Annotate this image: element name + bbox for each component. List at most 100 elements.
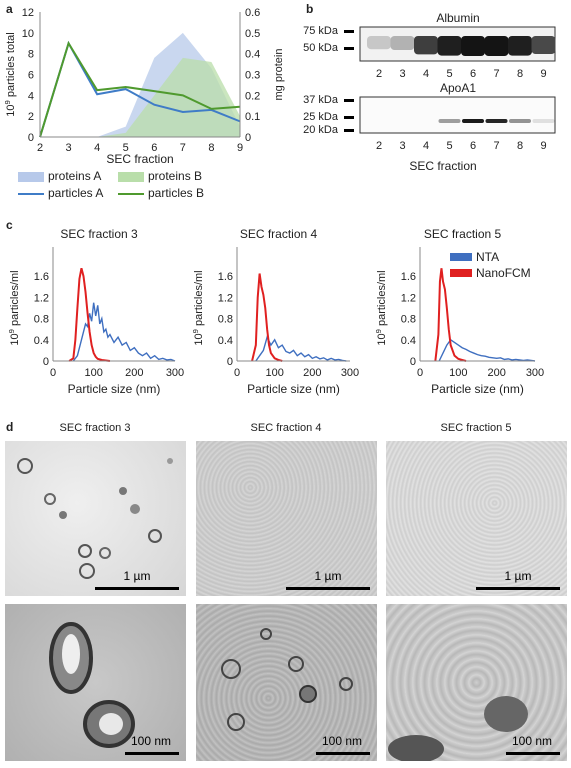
blot-lane-label: 2 [376,68,382,80]
scale-label: 1 µm [504,569,532,583]
legend-label-3: particles B [148,186,204,200]
em-title-fraction-4: SEC fraction 4 [250,422,322,434]
y-tick-left: 6 [28,70,34,82]
panel-letter-b: b [306,2,314,16]
c-title-0: SEC fraction 3 [60,227,138,241]
em-image-fraction-4-low: 1 µm [196,441,377,596]
blot-band-albumin [461,36,485,56]
blot-lane-label: 3 [399,140,405,152]
em-image-fraction-4-high: 100 nm [196,604,377,761]
x-tick: 6 [151,142,157,154]
blot-band-albumin [367,36,391,50]
c-legend-label-1: NanoFCM [476,266,531,280]
blot-marker-label: 37 kDa [303,94,339,106]
blot-band-apoa1 [462,119,484,123]
c-x-tick: 0 [234,367,240,379]
c-y-tick: 0.8 [401,314,416,326]
blot-band-albumin [390,36,415,50]
y-axis-label-left: 109 particles total [3,32,18,116]
em-image-fraction-3-low: 1 µm [5,441,186,596]
x-tick: 9 [237,142,243,154]
c-x-axis-label: Particle size (nm) [68,382,161,396]
x-tick: 5 [123,142,129,154]
blot-title-apoa1: ApoA1 [440,81,476,95]
c-y-tick: 1.6 [401,271,416,283]
blot-lane-label: 3 [399,68,405,80]
scale-label: 1 µm [314,569,342,583]
blot-marker-label: 50 kDa [303,42,339,54]
blot-lane-label: 6 [470,68,476,80]
blot-band-albumin [437,36,462,56]
c-y-tick: 0 [410,356,416,368]
c-x-tick: 100 [449,367,467,379]
blot-marker-tick [344,99,354,102]
c-series-1-0 [255,335,347,362]
blot-lane-label: 6 [470,140,476,152]
c-y-tick: 0.4 [218,335,233,347]
c-y-tick: 0.8 [218,314,233,326]
c-series-2-1 [434,268,467,362]
x-tick: 7 [180,142,186,154]
c-y-tick: 1.6 [218,271,233,283]
scale-bar [286,587,370,590]
c-x-tick: 100 [265,367,283,379]
c-legend-swatch-0 [450,253,472,261]
y-tick-right: 0 [245,132,251,144]
x-tick: 2 [37,142,43,154]
em-title-fraction-3: SEC fraction 3 [59,422,131,434]
c-x-tick: 100 [84,367,102,379]
area-series-1 [40,57,240,138]
blot-band-apoa1 [485,119,508,123]
em-image-fraction-5-low: 1 µm [386,441,567,596]
blot-xlabel: SEC fraction [409,159,476,173]
blot-lane-label: 5 [446,140,452,152]
panel-letter-a: a [6,2,13,16]
c-y-axis-label: 109 particles/ml [7,270,22,345]
y-tick-left: 10 [22,28,34,40]
blot-band-apoa1 [532,119,555,123]
blot-marker-label: 20 kDa [303,124,339,136]
blot-lane-label: 7 [493,140,499,152]
scale-bar [125,752,179,755]
c-x-axis-label: Particle size (nm) [247,382,340,396]
blot-band-apoa1 [438,119,461,123]
y-tick-right: 0.5 [245,28,260,40]
x-tick: 4 [94,142,100,154]
c-legend-label-0: NTA [476,250,499,264]
scale-bar [476,587,560,590]
blot-lane-label: 4 [423,68,429,80]
blot-band-albumin [531,36,556,54]
c-x-tick: 200 [487,367,505,379]
c-x-tick: 200 [125,367,143,379]
blot-lane-label: 7 [493,68,499,80]
y-tick-right: 0.6 [245,7,260,19]
scale-bar [95,587,179,590]
c-y-tick: 1.2 [34,292,49,304]
c-series-1-1 [251,273,283,362]
y-axis-label-right: mg protein [273,49,285,101]
scale-label: 100 nm [130,734,172,748]
c-y-axis-label: 109 particles/ml [191,270,206,345]
y-tick-left: 8 [28,49,34,61]
scale-label: 100 nm [511,734,553,748]
c-y-tick: 0.8 [34,314,49,326]
panel-letter-c: c [6,218,13,232]
c-y-tick: 0.4 [401,335,416,347]
blot-marker-tick [344,116,354,119]
line-series-1 [39,40,241,138]
blot-marker-tick [344,129,354,132]
c-x-tick: 0 [50,367,56,379]
legend-label-1: proteins B [148,169,202,183]
blot-lane-label: 5 [446,68,452,80]
c-series-0-0 [72,302,176,362]
blot-band-albumin [508,36,532,56]
x-axis-label: SEC fraction [106,152,173,166]
legend-label-2: particles A [48,186,103,200]
y-tick-left: 0 [28,132,34,144]
blot-marker-label: 75 kDa [303,25,339,37]
scale-bar [316,752,370,755]
em-image-fraction-5-high: 100 nm [386,604,567,761]
c-series-2-0 [438,338,536,362]
blot-lane-label: 8 [517,68,523,80]
